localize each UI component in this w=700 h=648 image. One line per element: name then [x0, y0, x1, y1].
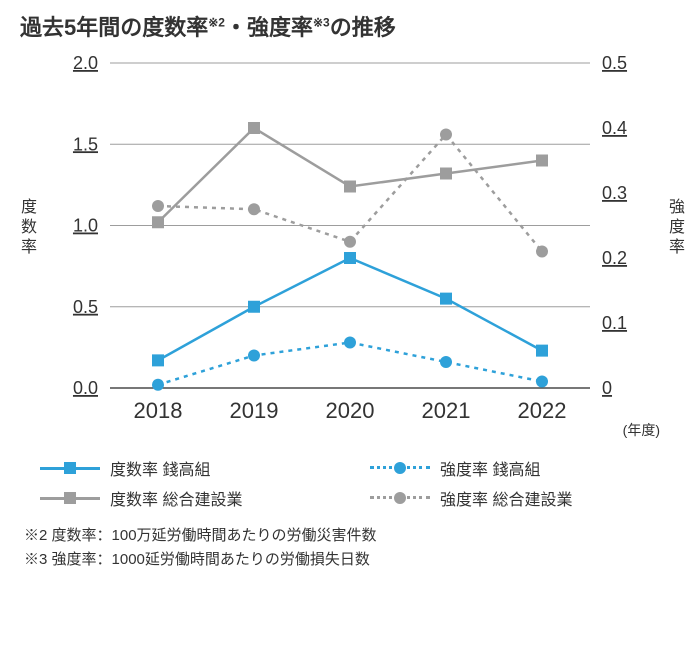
svg-text:2020: 2020: [326, 398, 375, 423]
legend-label: 度数率 総合建設業: [110, 486, 242, 510]
svg-text:1.0: 1.0: [73, 216, 98, 236]
svg-text:0.1: 0.1: [602, 313, 627, 333]
svg-text:0.5: 0.5: [73, 297, 98, 317]
svg-text:2019: 2019: [230, 398, 279, 423]
svg-text:2018: 2018: [134, 398, 183, 423]
legend-item-kyodo_sogo: 強度率 総合建設業: [370, 486, 680, 510]
svg-text:2021: 2021: [422, 398, 471, 423]
y-left-label: 度数率: [14, 198, 38, 258]
svg-text:0.3: 0.3: [602, 183, 627, 203]
legend: 度数率 錢高組 強度率 錢高組度数率 総合建設業 強度率 総合建設業: [20, 456, 680, 510]
footnotes: ※2 度数率：100万延労働時間あたりの労働災害件数※3 強度率：1000延労働…: [20, 524, 680, 572]
chart-title: 過去5年間の度数率※2・強度率※3の推移: [20, 10, 680, 42]
legend-item-dosu_zenitaka: 度数率 錢高組: [40, 456, 350, 480]
svg-text:0.0: 0.0: [73, 378, 98, 398]
legend-item-kyodo_zenitaka: 強度率 錢高組: [370, 456, 680, 480]
chart-svg: 0.0 0.5 1.0 1.5 2.0 0 0.1 0.2 0.3 0.4 0.5 2018 2019 2…: [20, 48, 680, 448]
container: 過去5年間の度数率※2・強度率※3の推移 度数率 強度率 0.0 0.5 1.0 1.…: [0, 0, 700, 648]
svg-text:0.5: 0.5: [602, 53, 627, 73]
svg-text:2022: 2022: [518, 398, 567, 423]
footnote: ※3 強度率：1000延労働時間あたりの労働損失日数: [24, 548, 680, 572]
legend-label: 強度率 錢高組: [440, 456, 540, 480]
footnote: ※2 度数率：100万延労働時間あたりの労働災害件数: [24, 524, 680, 548]
svg-text:0.2: 0.2: [602, 248, 627, 268]
x-unit-label: (年度): [623, 420, 660, 440]
legend-label: 強度率 総合建設業: [440, 486, 572, 510]
svg-text:2.0: 2.0: [73, 53, 98, 73]
chart-area: 度数率 強度率 0.00.51.01.52.000.10.20.30.40.52…: [20, 48, 680, 448]
svg-text:0: 0: [602, 378, 612, 398]
legend-label: 度数率 錢高組: [110, 456, 210, 480]
legend-item-dosu_sogo: 度数率 総合建設業: [40, 486, 350, 510]
y-right-label: 強度率: [662, 198, 686, 258]
svg-text:1.5: 1.5: [73, 134, 98, 154]
svg-text:0.4: 0.4: [602, 118, 627, 138]
